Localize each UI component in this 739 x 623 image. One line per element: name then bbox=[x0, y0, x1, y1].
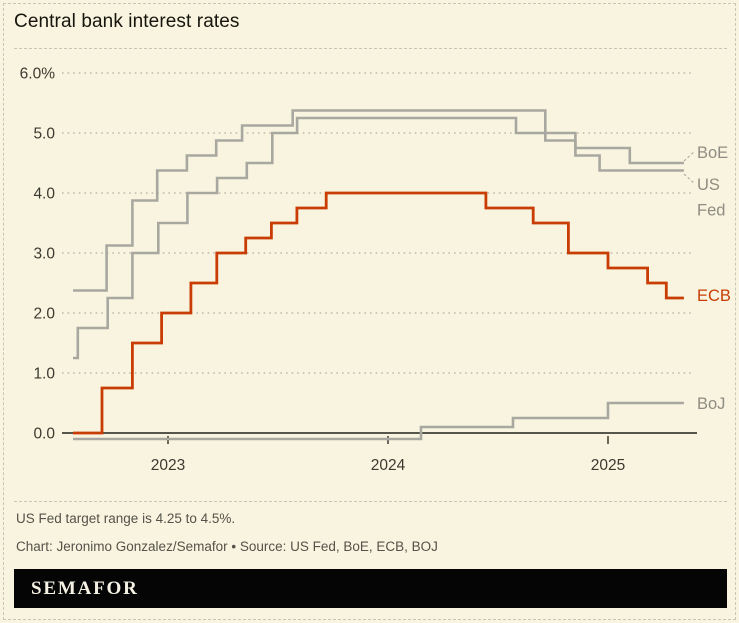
page-title: Central bank interest rates bbox=[14, 11, 240, 32]
y-tick-label-5: 5.0 bbox=[33, 126, 55, 143]
footer-separator bbox=[14, 501, 727, 502]
series-line-boj bbox=[73, 401, 684, 441]
y-tick-label-0: 0.0 bbox=[33, 426, 55, 443]
y-tick-label-6: 6.0% bbox=[20, 66, 56, 83]
y-tick-label-4: 4.0 bbox=[33, 186, 55, 203]
series-label-boj: BoJ bbox=[697, 395, 725, 413]
x-tick-label-2023: 2023 bbox=[151, 457, 185, 474]
series-label-ecb: ECB bbox=[697, 287, 731, 305]
series-label-us-fed: Fed bbox=[697, 202, 725, 220]
series-label-us-fed: US bbox=[697, 176, 720, 194]
series-line-boe bbox=[73, 116, 684, 360]
leader-line-boe bbox=[683, 150, 696, 162]
series-line-ecb bbox=[73, 191, 684, 435]
leader-line-us-fed bbox=[683, 173, 696, 185]
x-tick-label-2025: 2025 bbox=[591, 457, 625, 474]
semafor-logo: SEMAFOR bbox=[31, 577, 139, 599]
logo-bar: SEMAFOR bbox=[14, 569, 727, 608]
credit-line: Chart: Jeronimo Gonzalez/Semafor • Sourc… bbox=[16, 539, 438, 554]
y-tick-label-1: 1.0 bbox=[33, 366, 55, 383]
plot-area: 0.0 1.0 2.0 3.0 4.0 5.0 6.0% 2023 2024 2025 BoE US F… bbox=[20, 66, 731, 475]
series-label-boe: BoE bbox=[697, 144, 728, 162]
series-line-us-fed bbox=[73, 109, 684, 292]
y-tick-label-3: 3.0 bbox=[33, 246, 55, 263]
title-separator bbox=[14, 48, 727, 49]
x-tick-label-2024: 2024 bbox=[371, 457, 406, 474]
y-tick-label-2: 2.0 bbox=[33, 306, 55, 323]
footnote: US Fed target range is 4.25 to 4.5%. bbox=[16, 511, 236, 526]
